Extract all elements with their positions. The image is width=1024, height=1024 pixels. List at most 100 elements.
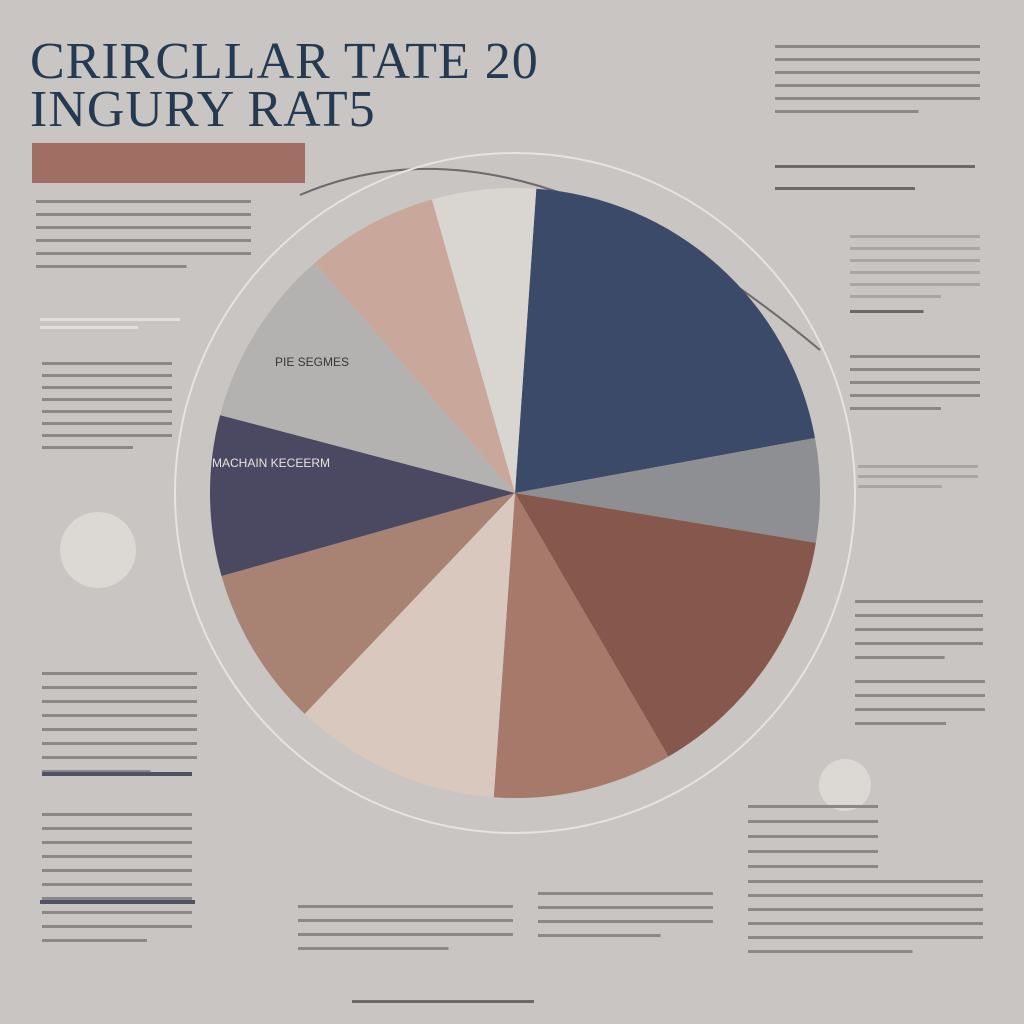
text-line xyxy=(850,271,980,274)
text-line xyxy=(748,880,983,883)
text-line xyxy=(748,820,878,823)
text-line xyxy=(42,700,197,703)
text-line xyxy=(298,947,449,950)
text-line xyxy=(775,58,980,61)
text-line xyxy=(850,295,941,298)
chart-subtitle: INGURY RAT5 xyxy=(30,81,376,138)
text-line xyxy=(850,247,980,250)
text-line xyxy=(42,672,197,675)
text-line xyxy=(42,686,197,689)
text-line xyxy=(775,187,915,190)
pie-slice xyxy=(431,188,537,494)
pie-slice xyxy=(220,262,515,493)
segment-label: MACHAIN KECEERM xyxy=(212,456,330,470)
header-band xyxy=(32,143,305,183)
pie-slice xyxy=(210,415,515,577)
text-line xyxy=(42,728,197,731)
text-line xyxy=(850,235,980,238)
text-line xyxy=(775,110,919,113)
text-line xyxy=(42,897,192,900)
pie-slice xyxy=(515,493,816,757)
pie-slice xyxy=(314,199,515,494)
text-line xyxy=(42,855,192,858)
text-line xyxy=(40,326,138,329)
text-line xyxy=(42,714,197,717)
text-line xyxy=(748,805,878,808)
pie-slice xyxy=(515,437,820,543)
text-line xyxy=(775,84,980,87)
text-line xyxy=(850,310,924,313)
text-line xyxy=(36,200,251,203)
text-line xyxy=(748,936,983,939)
pie xyxy=(210,188,820,798)
text-line xyxy=(850,259,980,262)
text-line xyxy=(748,850,878,853)
text-line xyxy=(298,905,513,908)
pie-slice xyxy=(493,493,669,798)
text-line xyxy=(855,614,983,617)
text-line xyxy=(855,656,945,659)
text-line xyxy=(42,446,133,449)
text-line xyxy=(850,407,941,410)
text-line xyxy=(775,97,980,100)
pie-slice xyxy=(304,493,515,798)
chart-title: CRIRCLLAR TATE 20 xyxy=(30,33,539,90)
text-line xyxy=(42,813,192,816)
rule xyxy=(42,772,192,776)
text-line xyxy=(36,252,251,255)
text-blocks xyxy=(36,45,985,1003)
text-line xyxy=(748,908,983,911)
text-line xyxy=(855,708,985,711)
segment-label: PIE SEGMES xyxy=(275,355,349,369)
text-line xyxy=(42,756,197,759)
text-line xyxy=(36,213,251,216)
text-line xyxy=(775,45,980,48)
text-line xyxy=(36,265,187,268)
text-line xyxy=(748,950,913,953)
text-line xyxy=(42,841,192,844)
text-line xyxy=(42,362,172,365)
text-line xyxy=(538,920,713,923)
outer-ring xyxy=(174,152,856,834)
text-line xyxy=(42,386,172,389)
text-line xyxy=(42,770,151,773)
text-line xyxy=(855,722,946,725)
text-line xyxy=(858,475,978,478)
text-line xyxy=(748,835,878,838)
text-line xyxy=(858,485,942,488)
text-line xyxy=(850,283,980,286)
icon xyxy=(60,512,136,588)
text-line xyxy=(42,410,172,413)
icon xyxy=(819,759,871,811)
text-line xyxy=(538,934,661,937)
text-line xyxy=(858,465,978,468)
text-line xyxy=(352,1000,534,1003)
text-line xyxy=(42,827,192,830)
pie-slice xyxy=(221,493,516,714)
text-line xyxy=(298,919,513,922)
text-line xyxy=(42,869,192,872)
text-line xyxy=(42,925,192,928)
text-line xyxy=(775,71,980,74)
text-line xyxy=(850,355,980,358)
text-line xyxy=(538,892,713,895)
text-line xyxy=(40,318,180,321)
text-line xyxy=(42,911,192,914)
pie-slice xyxy=(515,188,815,493)
text-line xyxy=(855,680,985,683)
text-line xyxy=(42,398,172,401)
text-line xyxy=(42,883,192,886)
text-line xyxy=(748,894,983,897)
text-line xyxy=(748,922,983,925)
text-line xyxy=(36,239,251,242)
text-line xyxy=(42,434,172,437)
text-line xyxy=(538,906,713,909)
rule xyxy=(40,900,195,904)
text-line xyxy=(855,694,985,697)
text-line xyxy=(850,394,980,397)
text-line xyxy=(298,933,513,936)
text-line xyxy=(748,865,878,868)
text-line xyxy=(855,600,983,603)
text-line xyxy=(850,381,980,384)
